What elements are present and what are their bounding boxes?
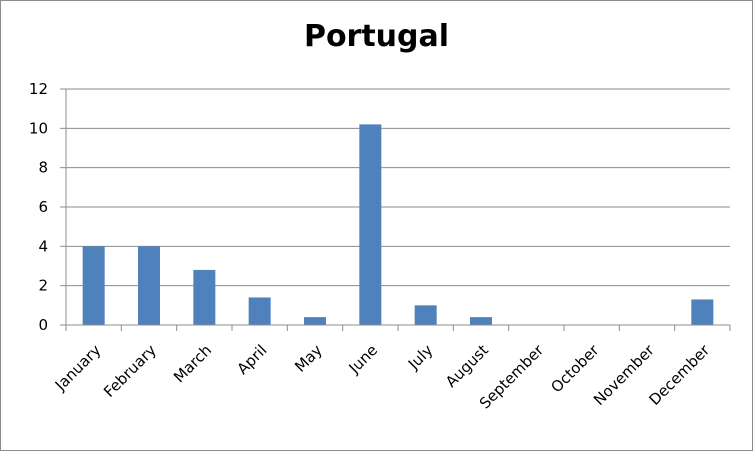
y-tick-label: 4 [38, 237, 48, 255]
y-tick-label: 0 [38, 316, 48, 334]
bar-may [304, 317, 326, 325]
y-tick-label: 10 [29, 119, 48, 137]
x-category-label: January [51, 341, 105, 395]
bar-april [248, 297, 271, 325]
y-tick-label: 8 [38, 159, 48, 177]
x-category-label: April [234, 341, 271, 378]
y-tick-label: 2 [38, 277, 48, 295]
bar-june [359, 124, 382, 326]
x-category-label: August [442, 341, 492, 391]
x-category-label: February [100, 341, 160, 401]
y-tick-label: 12 [29, 80, 48, 98]
x-category-label: October [547, 341, 603, 397]
x-category-label: May [291, 341, 326, 376]
y-tick-label: 6 [38, 198, 48, 216]
bar-december [691, 299, 714, 325]
chart-title: Portugal [303, 19, 450, 54]
x-category-label: June [345, 341, 382, 378]
bar-january [82, 246, 105, 325]
x-category-label: March [170, 341, 215, 386]
bar-march [193, 269, 216, 325]
x-category-label: July [404, 341, 437, 374]
bar-july [414, 305, 437, 325]
bar-february [138, 246, 160, 325]
bar-august [470, 317, 492, 325]
x-category-label: December [645, 341, 713, 409]
